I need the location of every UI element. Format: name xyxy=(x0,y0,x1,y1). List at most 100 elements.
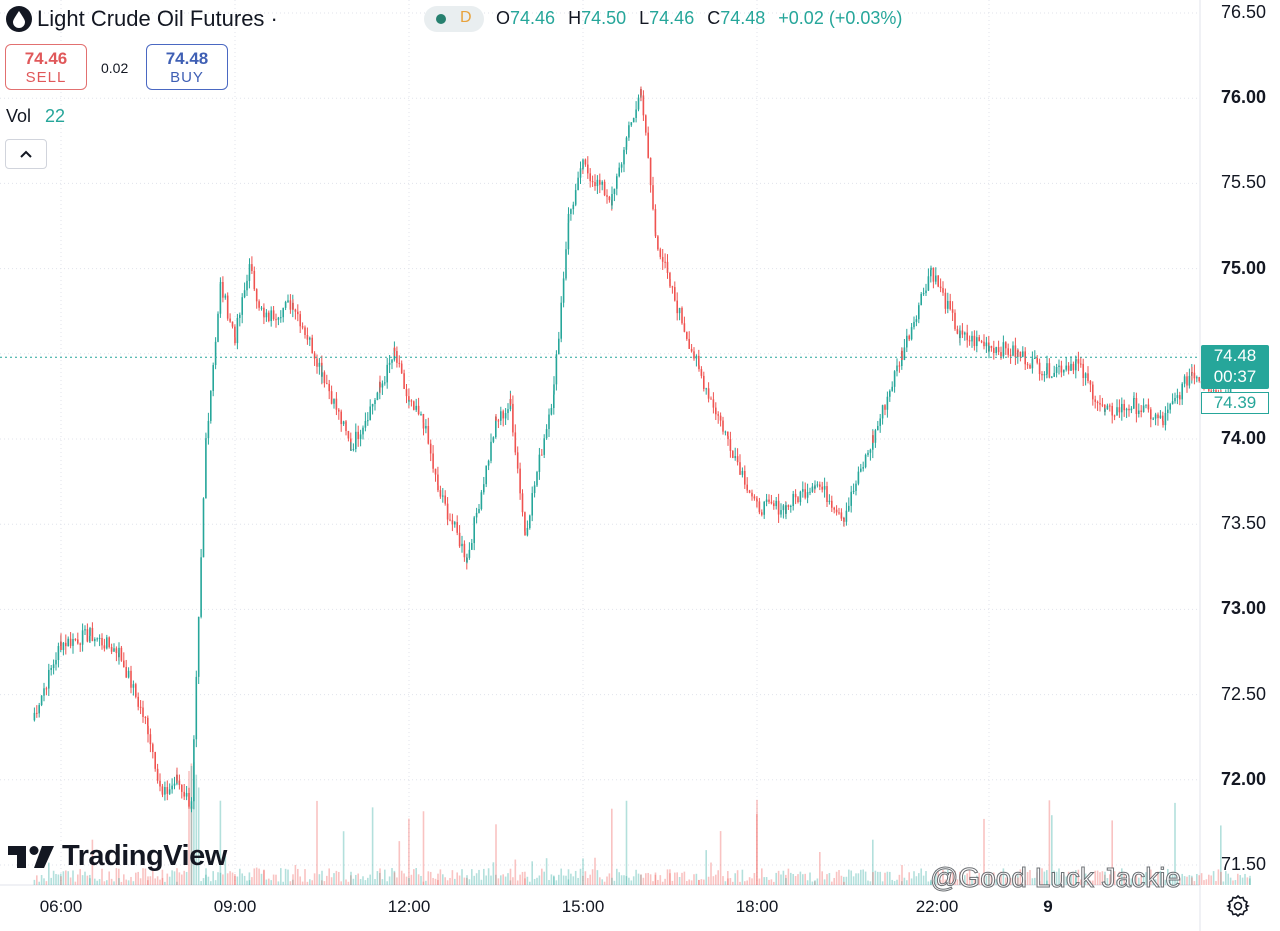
volume-bar xyxy=(1070,873,1072,885)
volume-bar xyxy=(901,881,903,885)
volume-bar xyxy=(782,870,785,885)
candle-body xyxy=(323,372,326,384)
secondary-price-tag: 74.39 xyxy=(1201,392,1269,414)
candle-body xyxy=(405,388,408,397)
candle-body xyxy=(845,510,848,522)
volume-bar xyxy=(1014,874,1017,885)
volume-bar xyxy=(739,881,741,885)
market-status-group[interactable]: D xyxy=(424,6,484,32)
candle-body xyxy=(710,398,712,400)
volume-bar xyxy=(113,881,115,885)
volume-bar xyxy=(89,878,91,885)
candle-body xyxy=(903,347,906,360)
candle-body xyxy=(516,452,519,469)
volume-bar xyxy=(1241,877,1244,885)
candle-body xyxy=(1007,348,1009,355)
candle-body xyxy=(400,363,403,374)
volume-bar xyxy=(526,876,529,885)
volume-bar xyxy=(570,873,572,885)
volume-bar xyxy=(1063,875,1065,885)
buy-button[interactable]: 74.48 BUY xyxy=(146,44,228,90)
candle-body xyxy=(258,301,260,308)
candle-body xyxy=(746,484,748,491)
candle-body xyxy=(1002,342,1005,357)
buy-label: BUY xyxy=(170,69,204,86)
volume-bar xyxy=(761,868,763,885)
volume-bar xyxy=(521,871,524,885)
volume-bar xyxy=(594,857,596,885)
tradingview-logo[interactable]: TradingView xyxy=(8,840,227,873)
candle-body xyxy=(268,312,270,322)
volume-bar xyxy=(794,876,797,885)
candle-body xyxy=(313,353,316,359)
candle-body xyxy=(137,696,139,707)
volume-bar xyxy=(669,873,671,885)
candle-body xyxy=(751,492,753,497)
volume-bar xyxy=(164,881,166,885)
candle-body xyxy=(1183,376,1186,384)
volume-bar xyxy=(130,876,132,885)
volume-bar xyxy=(72,870,74,885)
volume-bar xyxy=(384,869,386,885)
delayed-data-badge: D xyxy=(460,9,472,26)
candle-body xyxy=(502,411,504,419)
candle-body xyxy=(819,484,821,487)
volume-bar xyxy=(161,869,164,885)
watermark-text: @Good Luck Jackie xyxy=(930,862,1182,894)
volume-bar xyxy=(1055,871,1058,885)
volume-bar xyxy=(176,868,178,885)
volume-bar xyxy=(574,870,577,885)
volume-bar xyxy=(763,877,765,885)
volume-bar xyxy=(558,874,560,885)
candle-body xyxy=(333,398,335,404)
volume-bar xyxy=(40,875,43,885)
volume-bar xyxy=(661,881,664,885)
candle-body xyxy=(645,115,647,133)
candle-body xyxy=(359,434,362,440)
volume-bar xyxy=(649,874,652,885)
volume-bar xyxy=(985,875,988,885)
candle-body xyxy=(480,492,483,510)
candle-body xyxy=(1058,365,1060,368)
volume-bar xyxy=(707,876,710,885)
volume-bar xyxy=(118,878,120,885)
volume-bar xyxy=(1087,881,1089,885)
volume-bar xyxy=(50,877,52,885)
volume-bar xyxy=(857,873,860,885)
candle-body xyxy=(103,645,106,649)
symbol-title[interactable]: Light Crude Oil Futures · xyxy=(37,6,278,31)
volume-bar xyxy=(690,880,693,885)
collapse-legend-button[interactable] xyxy=(5,139,47,169)
candle-body xyxy=(231,321,234,327)
candle-body xyxy=(591,181,594,183)
candle-body xyxy=(379,382,381,388)
volume-bar xyxy=(118,868,120,885)
volume-bar xyxy=(110,878,113,885)
candle-body xyxy=(391,359,393,363)
volume-bar xyxy=(362,876,364,885)
market-open-dot-icon xyxy=(436,14,446,24)
volume-bar xyxy=(439,869,442,885)
volume-bar xyxy=(1036,872,1038,885)
volume-bar xyxy=(144,868,147,885)
volume-bar xyxy=(543,871,545,885)
volume-bar xyxy=(567,879,570,885)
volume-bar xyxy=(396,877,398,885)
volume-bar xyxy=(756,799,758,885)
candle-body xyxy=(550,408,553,415)
candle-body xyxy=(164,787,166,795)
volume-bar xyxy=(599,877,601,885)
volume-bar xyxy=(398,841,401,885)
volume-bar xyxy=(814,880,816,885)
volume-bar xyxy=(591,869,594,885)
volume-bar xyxy=(193,761,195,885)
volume-bar xyxy=(787,868,790,885)
volume-bar xyxy=(1234,880,1237,885)
volume-bar xyxy=(289,881,292,885)
settings-gear-icon[interactable] xyxy=(1226,894,1250,918)
volume-bar xyxy=(1058,868,1060,885)
sell-button[interactable]: 74.46 SELL xyxy=(5,44,87,90)
candle-body xyxy=(236,317,239,344)
volume-bar xyxy=(686,880,688,885)
